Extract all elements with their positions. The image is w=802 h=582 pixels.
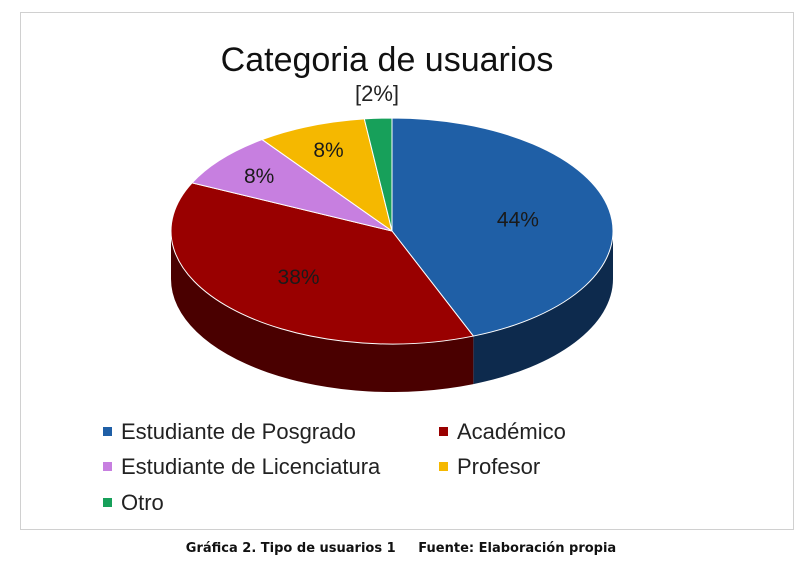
pie-data-label: 8% (313, 139, 343, 162)
pie-data-label: 38% (278, 266, 320, 289)
legend-item-profesor: Profesor (439, 454, 540, 480)
pie-slice (391, 117, 614, 337)
pie-data-labels: 44% 38% 8% 8% (244, 139, 539, 289)
legend-label: Profesor (457, 454, 541, 479)
legend-swatch (439, 426, 448, 436)
pie-chart: Categoria de usuarios [2%] 44% 38% 8% 8% (170, 41, 614, 392)
legend-label: Otro (121, 490, 164, 515)
pie-side-wall (473, 231, 613, 385)
pie-slices (170, 117, 614, 345)
pie-side-wall (171, 231, 474, 392)
chart-frame: Categoria de usuarios [2%] 44% 38% 8% 8% Es… (20, 12, 794, 530)
legend-item-academico: Académico (439, 419, 566, 445)
legend-swatch (103, 426, 112, 436)
legend-swatch (439, 461, 448, 471)
pie-slice (261, 118, 393, 233)
pie-data-label: 8% (244, 165, 274, 188)
legend-item-estudiante-de-licenciatura: Estudiante de Licenciatura (103, 454, 380, 480)
pie-slice (363, 117, 393, 232)
legend-swatch (103, 461, 112, 471)
chart-title: Categoria de usuarios (221, 41, 554, 79)
legend-swatch (103, 497, 112, 507)
pie-data-label: 44% (497, 209, 539, 232)
legend-label: Académico (457, 419, 566, 444)
chart-subtitle: [2%] (355, 81, 399, 106)
legend-item-estudiante-de-posgrado: Estudiante de Posgrado (103, 419, 356, 445)
legend-label: Estudiante de Posgrado (121, 419, 356, 444)
chart-legend: Estudiante de Posgrado Académico Estudia… (21, 13, 795, 531)
legend-label: Estudiante de Licenciatura (121, 454, 381, 479)
figure-caption: Gráfica 2. Tipo de usuarios 1 Fuente: El… (185, 541, 617, 556)
pie-sides (171, 231, 613, 392)
pie-slice (170, 182, 475, 345)
pie-slice (191, 139, 393, 232)
legend-item-otro: Otro (103, 490, 164, 516)
